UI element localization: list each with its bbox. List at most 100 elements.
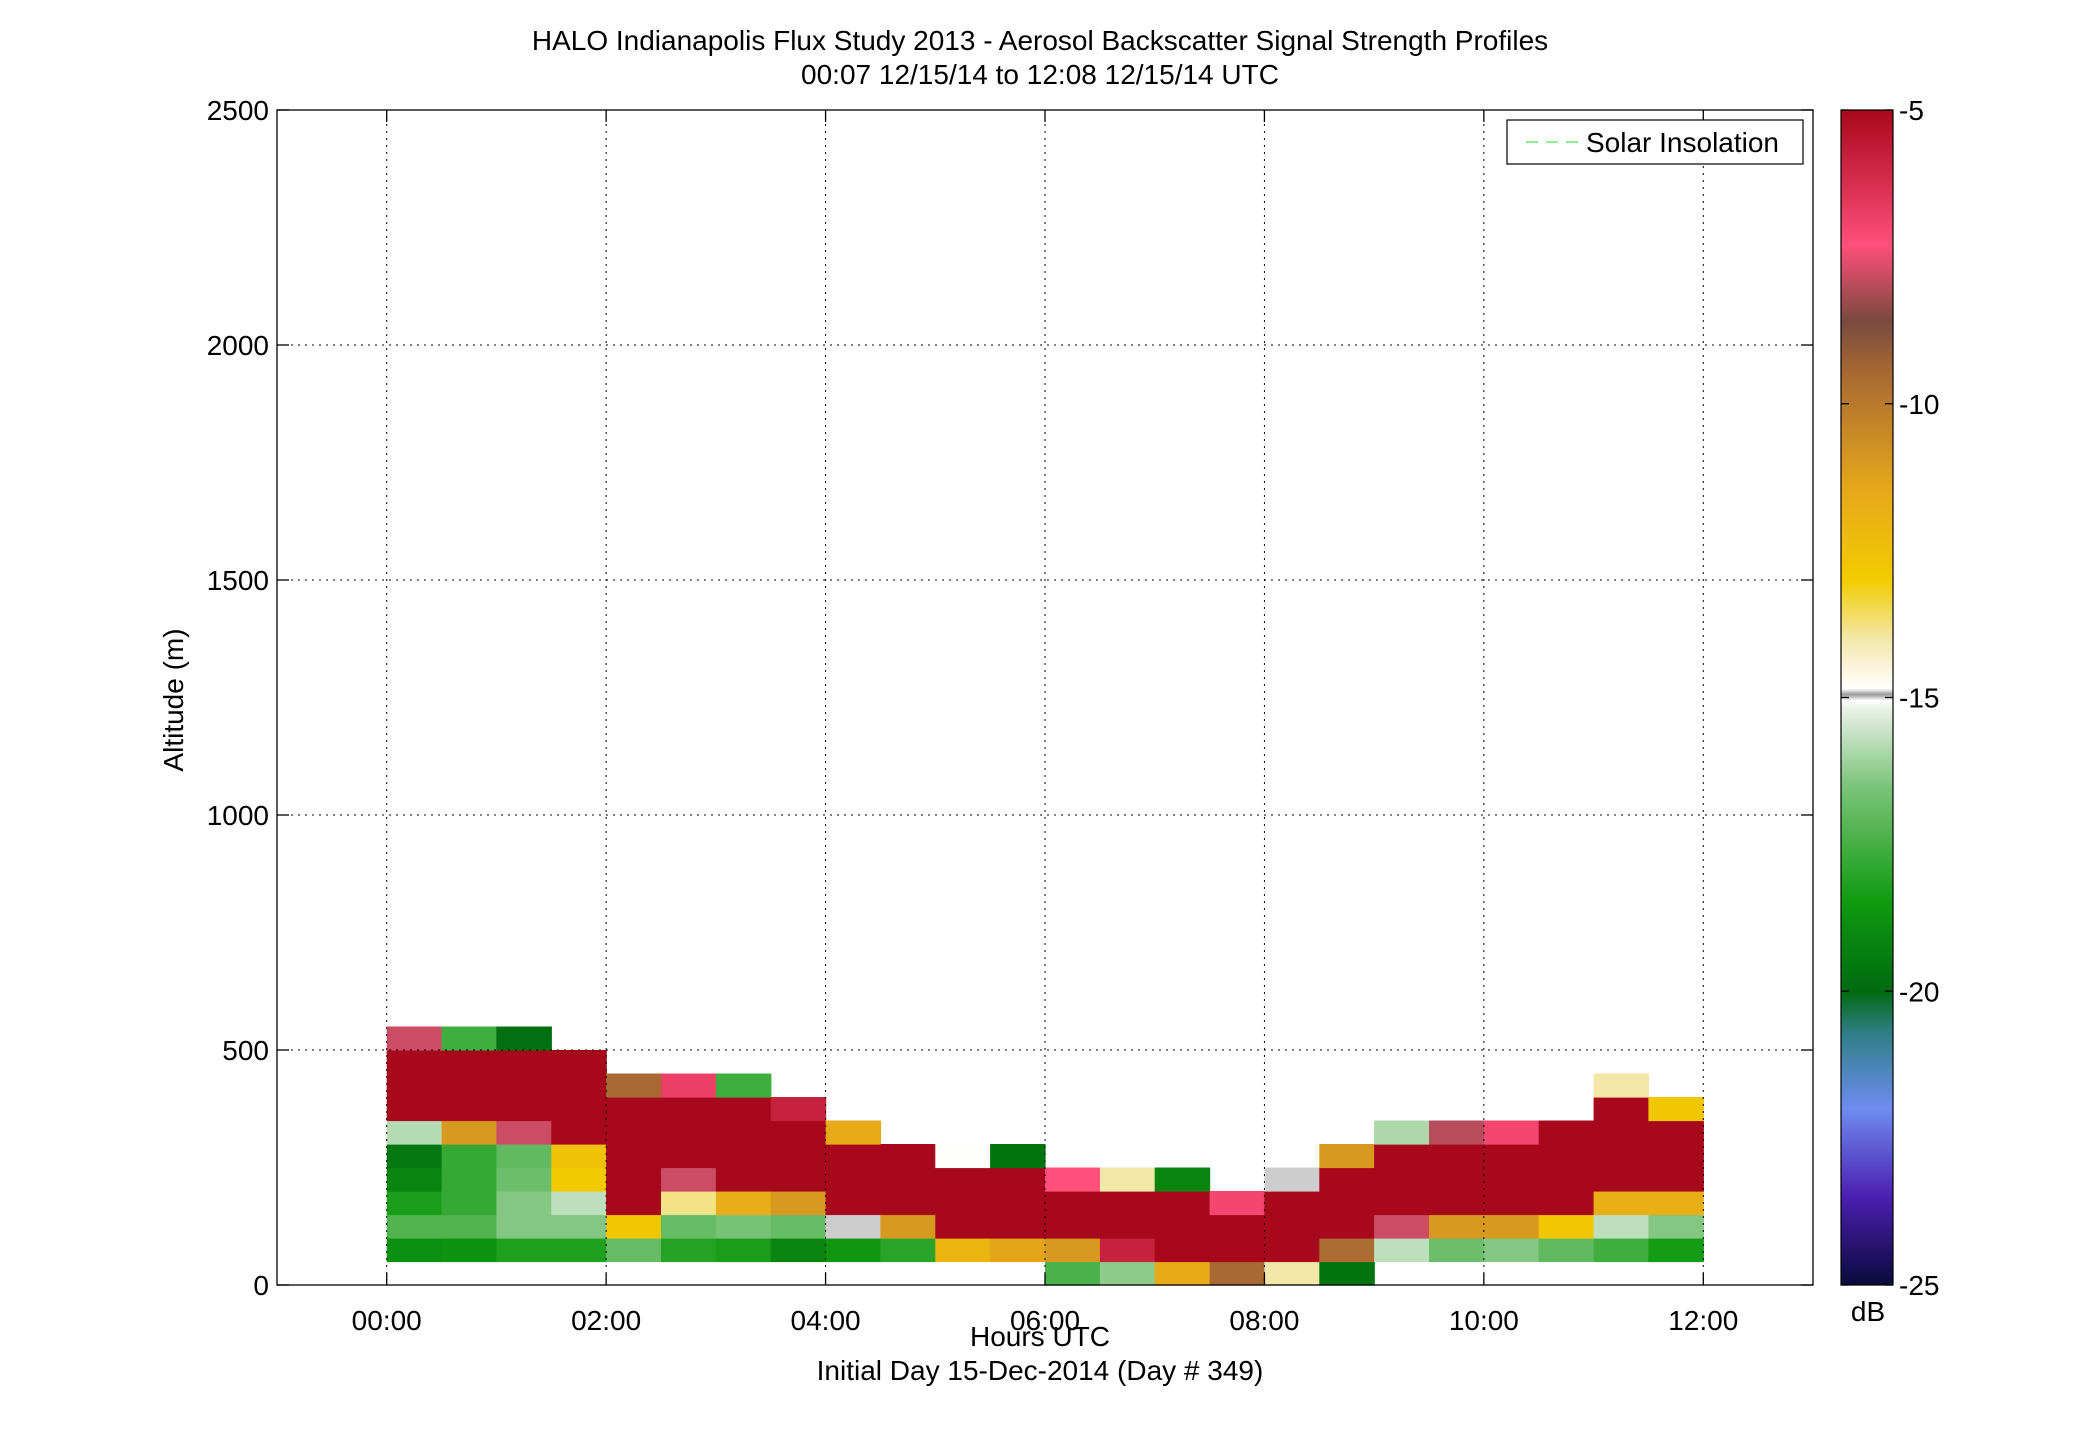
x-tick-label: 08:00 xyxy=(1229,1305,1299,1336)
y-tick-label: 500 xyxy=(222,1035,269,1066)
heatmap-cell xyxy=(551,1191,607,1216)
heatmap-cell xyxy=(990,1238,1046,1263)
heatmap-cell xyxy=(1209,1261,1266,1286)
heatmap-cell xyxy=(1429,1120,1485,1145)
colorbar-tick-label: -25 xyxy=(1899,1270,1939,1301)
heatmap-cell xyxy=(1045,1167,1101,1192)
heatmap-cell xyxy=(661,1073,717,1098)
heatmap-cell xyxy=(770,1191,827,1216)
heatmap-cell xyxy=(1099,1167,1156,1192)
heatmap-cell xyxy=(661,1120,717,1145)
heatmap-cell xyxy=(1374,1167,1430,1192)
heatmap-cell xyxy=(825,1214,882,1239)
heatmap-cell xyxy=(1099,1214,1156,1239)
heatmap-cell xyxy=(1429,1167,1485,1192)
heatmap-cell xyxy=(386,1050,443,1075)
x-tick-label: 10:00 xyxy=(1449,1305,1519,1336)
heatmap-cell xyxy=(386,1214,443,1239)
y-tick-label: 2000 xyxy=(207,330,269,361)
heatmap-cell xyxy=(386,1238,443,1263)
heatmap-cell xyxy=(1319,1261,1375,1286)
heatmap-cell xyxy=(606,1238,662,1263)
heatmap-cell xyxy=(1429,1191,1485,1216)
heatmap-cell xyxy=(1264,1261,1320,1286)
heatmap-cell xyxy=(990,1167,1046,1192)
heatmap-cell xyxy=(1319,1144,1375,1169)
heatmap-cell xyxy=(770,1120,827,1145)
y-axis-label: Altitude (m) xyxy=(158,628,189,771)
heatmap-cell xyxy=(1483,1238,1540,1263)
heatmap-cell xyxy=(1648,1214,1704,1239)
heatmap-cell xyxy=(935,1144,991,1169)
heatmap-cell xyxy=(1593,1167,1650,1192)
heatmap-cell xyxy=(496,1238,552,1263)
heatmap-cell xyxy=(386,1167,443,1192)
colorbar-tick-label: -5 xyxy=(1899,95,1924,126)
heatmap-cell xyxy=(661,1191,717,1216)
heatmap-cell xyxy=(1154,1261,1211,1286)
heatmap-cell xyxy=(606,1167,662,1192)
heatmap-cell xyxy=(715,1097,772,1122)
legend: Solar Insolation xyxy=(1506,119,1804,165)
heatmap-cell xyxy=(825,1144,882,1169)
x-axis-label: Hours UTC xyxy=(970,1321,1110,1352)
heatmap-cell xyxy=(1264,1167,1320,1192)
heatmap-cell xyxy=(386,1144,443,1169)
colorbar-tick-label: -10 xyxy=(1899,389,1939,420)
heatmap-cell xyxy=(441,1144,498,1169)
heatmap-cell xyxy=(825,1238,882,1263)
heatmap-cell xyxy=(770,1214,827,1239)
heatmap-cell xyxy=(880,1214,936,1239)
heatmap-cell xyxy=(1154,1214,1211,1239)
heatmap-cell xyxy=(715,1214,772,1239)
heatmap-cell xyxy=(1264,1238,1320,1263)
heatmap-cell xyxy=(935,1214,991,1239)
x-tick-label: 00:00 xyxy=(352,1305,422,1336)
heatmap-cell xyxy=(1154,1167,1211,1192)
heatmap-cell xyxy=(935,1238,991,1263)
chart-title: HALO Indianapolis Flux Study 2013 - Aero… xyxy=(532,25,1548,56)
x-tick-label: 04:00 xyxy=(791,1305,861,1336)
heatmap-cell xyxy=(715,1167,772,1192)
heatmap-cell xyxy=(606,1144,662,1169)
heatmap-cell xyxy=(1099,1191,1156,1216)
heatmap-cell xyxy=(606,1120,662,1145)
heatmap-cell xyxy=(1593,1073,1650,1098)
heatmap-cell xyxy=(1538,1120,1595,1145)
heatmap-cell xyxy=(496,1167,552,1192)
heatmap-cell xyxy=(990,1191,1046,1216)
heatmap-cell xyxy=(441,1214,498,1239)
heatmap-cell xyxy=(661,1097,717,1122)
heatmap-cell xyxy=(880,1167,936,1192)
colorbar-ticks: -5 -10 -15 -20 -25 xyxy=(1841,95,1939,1301)
heatmap-cell xyxy=(715,1238,772,1263)
heatmap-cell xyxy=(1593,1191,1650,1216)
heatmap-cell xyxy=(551,1120,607,1145)
heatmap-cell xyxy=(441,1097,498,1122)
heatmap-cell xyxy=(990,1214,1046,1239)
heatmap-cell xyxy=(496,1050,552,1075)
x-tick-label: 06:00 xyxy=(1010,1305,1080,1336)
heatmap-cell xyxy=(715,1191,772,1216)
heatmap-cell xyxy=(1209,1191,1266,1216)
heatmap-cell xyxy=(1319,1214,1375,1239)
heatmap-cell xyxy=(1648,1191,1704,1216)
heatmap-cell xyxy=(825,1167,882,1192)
heatmap-cell xyxy=(606,1214,662,1239)
heatmap-cell xyxy=(1099,1238,1156,1263)
y-tick-label: 2500 xyxy=(207,95,269,126)
heatmap-cell xyxy=(1374,1191,1430,1216)
heatmap-cells xyxy=(386,1026,1704,1286)
heatmap-cell xyxy=(1593,1144,1650,1169)
heatmap-cell xyxy=(441,1050,498,1075)
y-tick-label: 0 xyxy=(253,1270,269,1301)
heatmap-cell xyxy=(825,1191,882,1216)
heatmap-cell xyxy=(386,1191,443,1216)
heatmap-cell xyxy=(990,1144,1046,1169)
heatmap-cell xyxy=(880,1144,936,1169)
heatmap-cell xyxy=(606,1191,662,1216)
heatmap-cell xyxy=(551,1073,607,1098)
heatmap-cell xyxy=(551,1214,607,1239)
heatmap-cell xyxy=(386,1097,443,1122)
